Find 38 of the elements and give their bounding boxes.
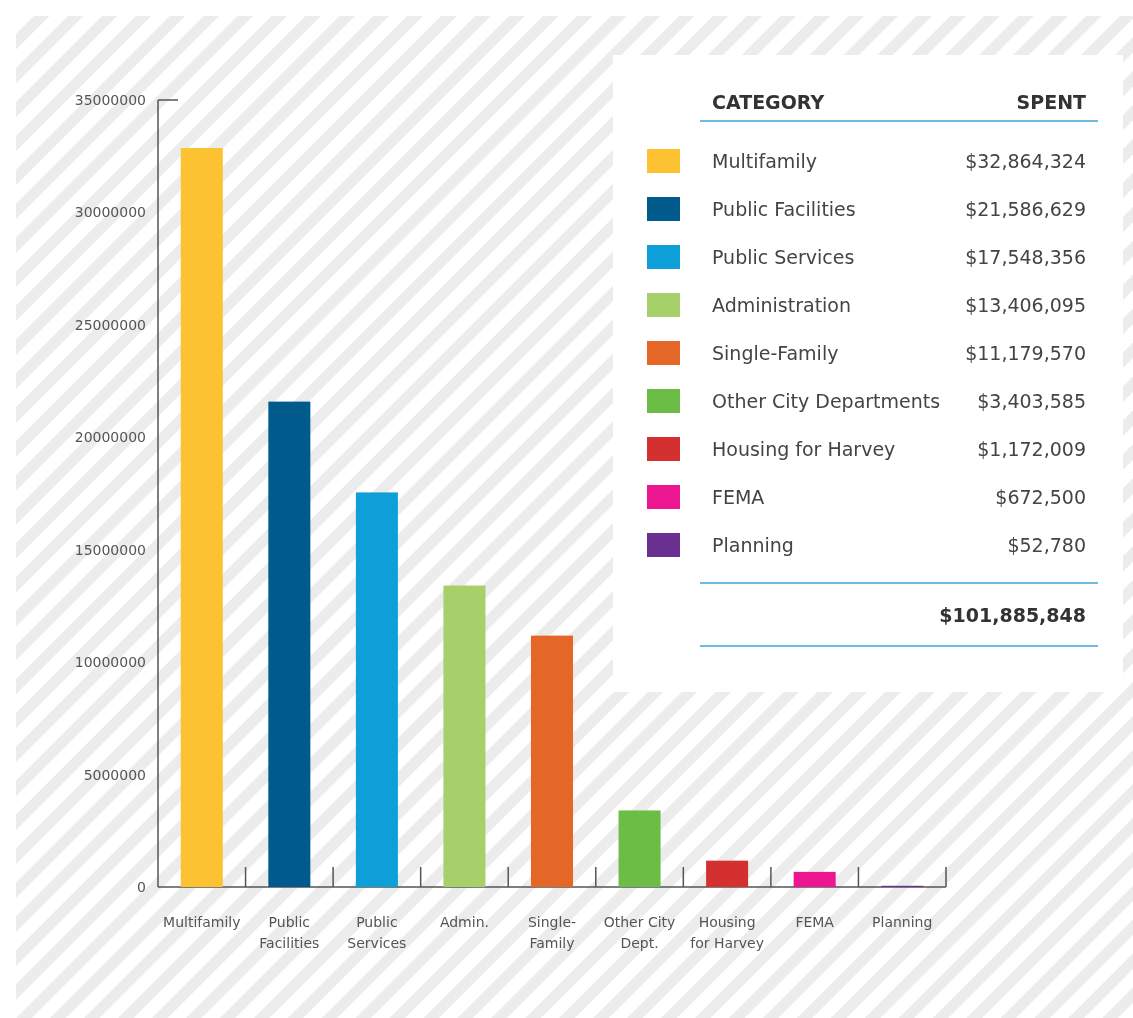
legend-label: Single-Family xyxy=(712,342,839,364)
y-tick-label: 25000000 xyxy=(74,316,146,333)
y-tick-label: 15000000 xyxy=(74,541,146,558)
legend-label: Public Services xyxy=(712,246,855,268)
x-tick-label: FEMA xyxy=(795,914,835,930)
x-tick-label: Single-Family xyxy=(527,914,577,951)
legend-label: Administration xyxy=(712,294,852,316)
x-tick-label: Public Facilities xyxy=(259,914,320,951)
x-tick-label: Multifamily xyxy=(163,914,241,930)
text: $21,586,629 xyxy=(965,198,1086,220)
x-tick-label: Admin. xyxy=(439,914,489,930)
y-tick-label: 20000000 xyxy=(74,429,146,446)
text: SPENT xyxy=(1016,91,1087,113)
annotation: CATEGORY xyxy=(712,91,825,113)
y-tick-label: 10000000 xyxy=(74,654,146,671)
text: $32,864,324 xyxy=(965,150,1086,172)
text: $1,172,009 xyxy=(977,438,1086,460)
x-tick-label: Other City Dept. xyxy=(603,914,676,951)
legend-label: Other City Departments xyxy=(712,390,941,412)
x-tick-label: Public Services xyxy=(347,914,407,951)
x-tick-label: Planning xyxy=(872,914,933,930)
legend-label: Housing for Harvey xyxy=(712,438,896,460)
text: $52,780 xyxy=(1007,534,1086,556)
text: $672,500 xyxy=(995,486,1086,508)
y-tick-label: 0 xyxy=(137,879,146,895)
x-tick-label: Housing for Harvey xyxy=(690,914,764,951)
legend-label: Planning xyxy=(712,534,794,556)
y-tick-label: 5000000 xyxy=(83,766,146,783)
text: $3,403,585 xyxy=(977,390,1086,412)
annotation: $101,885,848 xyxy=(939,604,1086,626)
legend-label: Multifamily xyxy=(712,150,818,172)
legend-label: Public Facilities xyxy=(712,198,856,220)
text: $17,548,356 xyxy=(965,246,1086,268)
legend-label: FEMA xyxy=(712,486,765,508)
text: $11,179,570 xyxy=(965,342,1086,364)
y-tick-label: 30000000 xyxy=(74,204,146,221)
text: $13,406,095 xyxy=(965,294,1086,316)
y-tick-label: 35000000 xyxy=(74,92,146,108)
